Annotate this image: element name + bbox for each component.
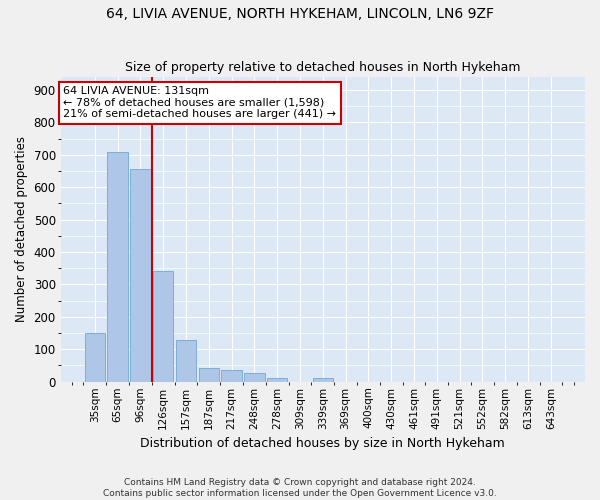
Bar [313,378,333,382]
Text: Contains HM Land Registry data © Crown copyright and database right 2024.
Contai: Contains HM Land Registry data © Crown c… [103,478,497,498]
Bar [130,170,151,382]
Title: Size of property relative to detached houses in North Hykeham: Size of property relative to detached ho… [125,62,521,74]
Y-axis label: Number of detached properties: Number of detached properties [15,136,28,322]
Bar [267,378,287,382]
Bar [107,152,128,382]
Bar [221,370,242,382]
Bar [199,368,219,382]
Bar [244,373,265,382]
Bar [153,272,173,382]
Bar [176,340,196,382]
Text: 64 LIVIA AVENUE: 131sqm
← 78% of detached houses are smaller (1,598)
21% of semi: 64 LIVIA AVENUE: 131sqm ← 78% of detache… [63,86,336,120]
Text: 64, LIVIA AVENUE, NORTH HYKEHAM, LINCOLN, LN6 9ZF: 64, LIVIA AVENUE, NORTH HYKEHAM, LINCOLN… [106,8,494,22]
X-axis label: Distribution of detached houses by size in North Hykeham: Distribution of detached houses by size … [140,437,505,450]
Bar [85,333,105,382]
